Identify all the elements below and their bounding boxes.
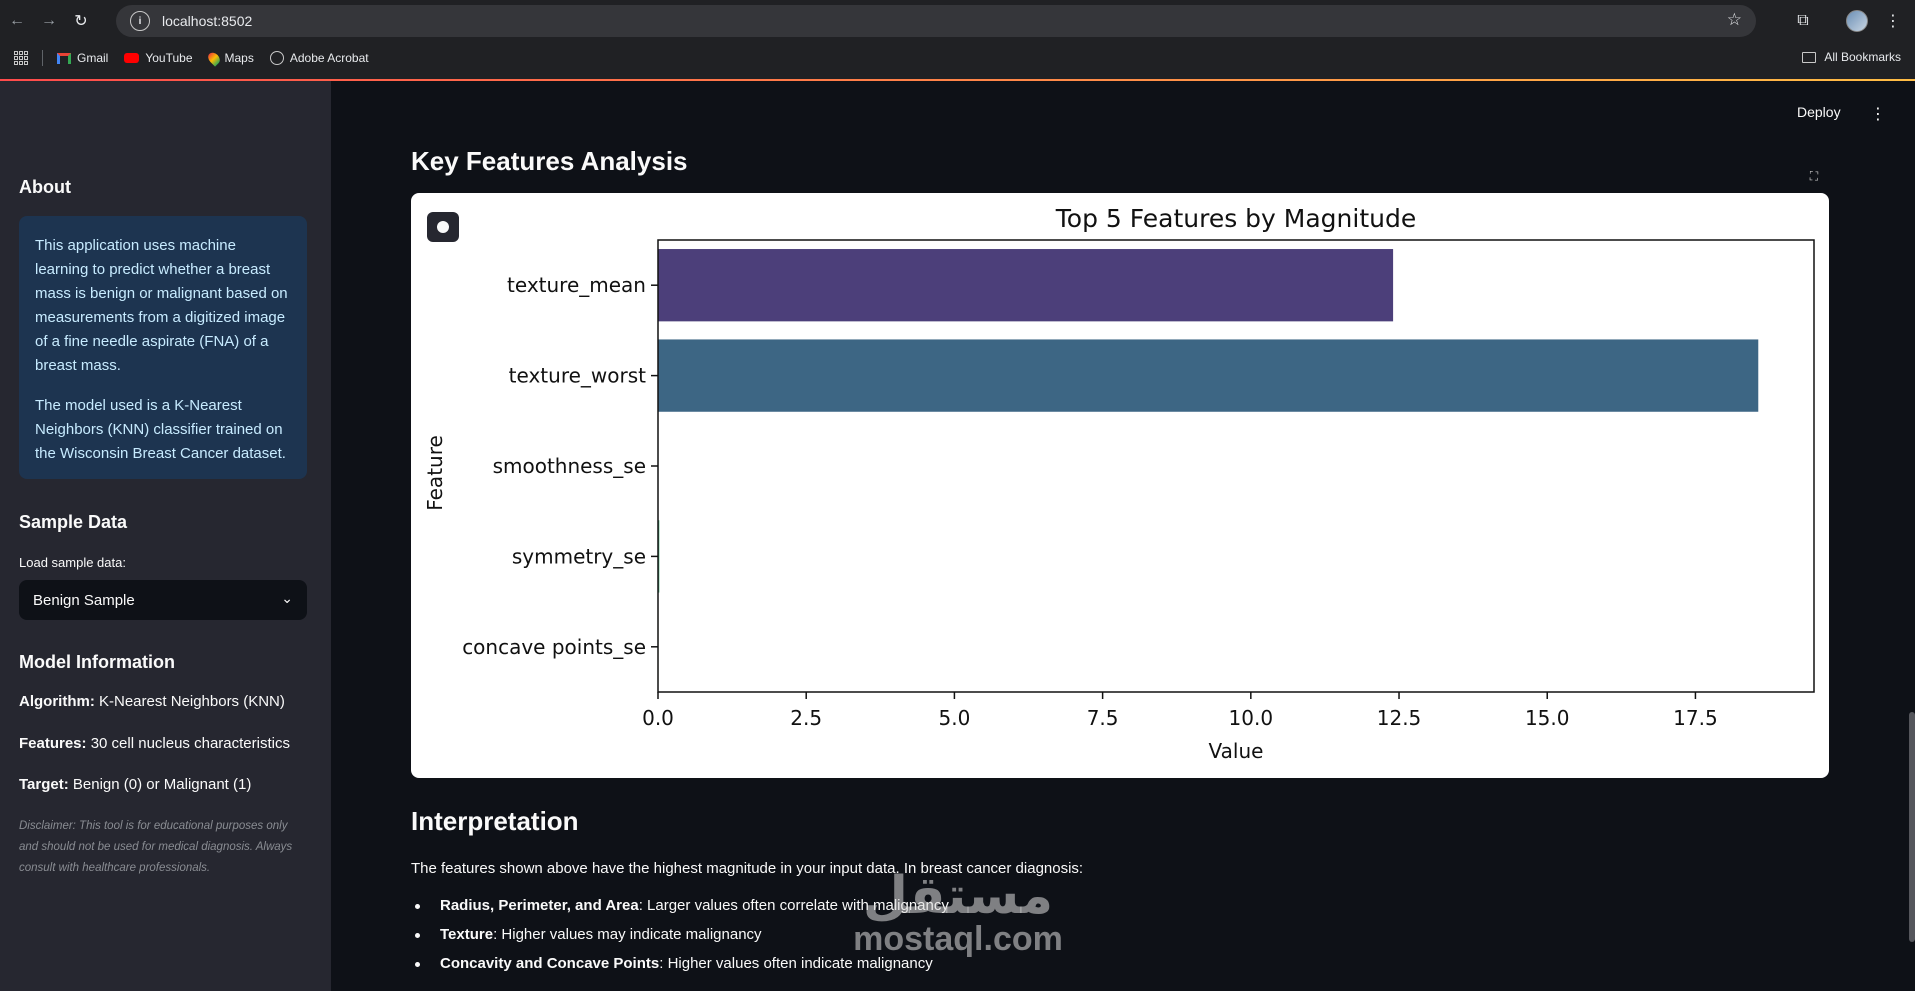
sample-data-select[interactable]: Benign Sample ⌄ <box>19 580 307 620</box>
algorithm-value: K-Nearest Neighbors (KNN) <box>99 693 285 710</box>
y-tick-label: smoothness_se <box>493 454 646 478</box>
algorithm-line: Algorithm: K-Nearest Neighbors (KNN) <box>19 693 285 710</box>
x-axis-label: Value <box>1209 739 1264 763</box>
watermark-arabic: مستقل <box>862 866 1054 926</box>
bookmark-gmail[interactable]: Gmail <box>57 51 108 65</box>
sample-select-label: Load sample data: <box>19 555 126 570</box>
x-tick-label: 17.5 <box>1673 706 1718 730</box>
x-tick-label: 5.0 <box>939 706 971 730</box>
chart-menu-button[interactable] <box>427 212 459 242</box>
y-tick-label: concave points_se <box>462 635 646 659</box>
interpretation-text: The features shown above have the highes… <box>411 860 1084 877</box>
youtube-icon <box>124 53 140 63</box>
profile-avatar[interactable] <box>1842 6 1872 36</box>
extensions-icon[interactable]: ⧉ <box>1797 12 1809 29</box>
globe-icon <box>269 51 284 65</box>
app-menu-icon[interactable]: ⋮ <box>1870 106 1886 123</box>
target-value: Benign (0) or Malignant (1) <box>72 776 252 793</box>
maps-pin-icon <box>205 49 222 67</box>
list-item: Texture: Higher values may indicate mali… <box>411 925 949 954</box>
x-tick-label: 7.5 <box>1087 706 1119 730</box>
x-tick-label: 10.0 <box>1229 706 1274 730</box>
gmail-icon <box>57 52 71 64</box>
app-header-accent <box>0 79 1915 81</box>
all-bookmarks[interactable]: All Bookmarks <box>1802 50 1901 64</box>
bookmarks-bar: Gmail YouTube Maps Adobe Acrobat All Boo… <box>0 42 1915 74</box>
reload-icon[interactable]: ↻ <box>74 13 88 30</box>
back-icon[interactable]: ← <box>9 12 25 29</box>
folder-icon <box>1802 51 1817 63</box>
y-tick-label: texture_mean <box>507 273 646 297</box>
browser-menu-icon[interactable]: ⋮ <box>1885 13 1901 30</box>
toggle-icon <box>437 221 449 233</box>
bar-texture_worst <box>658 339 1759 412</box>
watermark-latin: mostaql.com <box>853 920 1063 958</box>
sample-data-heading: Sample Data <box>19 512 128 532</box>
x-tick-label: 15.0 <box>1525 706 1570 730</box>
list-item: Concavity and Concave Points: Higher val… <box>411 954 949 983</box>
chart-title: Top 5 Features by Magnitude <box>1055 204 1417 233</box>
watermark: مستقل mostaql.com <box>838 870 1078 956</box>
y-tick-label: texture_worst <box>509 364 646 388</box>
page-scrollbar[interactable] <box>1909 712 1915 942</box>
plot-frame <box>657 239 1815 693</box>
about-heading: About <box>19 177 71 197</box>
address-bar[interactable]: i localhost:8502 ☆ <box>116 5 1756 37</box>
disclaimer-text: Disclaimer: This tool is for educational… <box>19 820 293 874</box>
bookmark-youtube[interactable]: YouTube <box>124 51 193 65</box>
browser-chrome: ← → ↻ i localhost:8502 ☆ ⧉ ⋮ Gmail YouTu… <box>0 0 1915 80</box>
target-line: Target: Benign (0) or Malignant (1) <box>19 776 251 793</box>
y-tick-label: symmetry_se <box>512 544 646 568</box>
features-value: 30 cell nucleus characteristics <box>90 735 290 752</box>
bookmarks-separator <box>42 50 43 66</box>
forward-icon[interactable]: → <box>41 12 57 29</box>
bookmark-star-icon[interactable]: ☆ <box>1726 10 1742 29</box>
fullscreen-icon[interactable]: ⛶ <box>1809 168 1819 183</box>
interpretation-heading: Interpretation <box>411 806 579 836</box>
apps-grid-icon[interactable] <box>14 51 28 65</box>
x-tick-label: 12.5 <box>1377 706 1422 730</box>
bookmark-maps[interactable]: Maps <box>205 49 254 67</box>
algorithm-label: Algorithm: <box>19 693 95 710</box>
sample-select-value: Benign Sample <box>33 591 135 609</box>
url-text[interactable]: localhost:8502 <box>162 13 253 29</box>
target-label: Target: <box>19 776 69 793</box>
chevron-down-icon: ⌄ <box>281 590 293 606</box>
about-paragraph-2: The model used is a K-Nearest Neighbors … <box>35 397 286 462</box>
sidebar: About This application uses machine lear… <box>0 81 331 991</box>
bar-texture_mean <box>658 249 1394 322</box>
interpretation-list: Radius, Perimeter, and Area: Larger valu… <box>411 896 949 983</box>
x-tick-label: 2.5 <box>790 706 822 730</box>
list-item: Radius, Perimeter, and Area: Larger valu… <box>411 896 949 925</box>
bar-chart: Top 5 Features by Magnitude texture_mean… <box>423 204 1815 763</box>
model-info-heading: Model Information <box>19 652 175 672</box>
deploy-button[interactable]: Deploy <box>1797 104 1841 120</box>
about-paragraph-1: This application uses machine learning t… <box>35 237 288 374</box>
y-axis-label: Feature <box>423 435 447 511</box>
features-line: Features: 30 cell nucleus characteristic… <box>19 735 290 752</box>
section-title: Key Features Analysis <box>411 146 688 176</box>
features-label: Features: <box>19 735 87 752</box>
x-tick-label: 0.0 <box>642 706 674 730</box>
bookmark-adobe-acrobat[interactable]: Adobe Acrobat <box>269 51 369 65</box>
toolbar: ← → ↻ i localhost:8502 ☆ ⧉ ⋮ <box>0 0 1915 42</box>
site-info-icon[interactable]: i <box>130 11 150 31</box>
about-info-box: This application uses machine learning t… <box>19 216 307 479</box>
